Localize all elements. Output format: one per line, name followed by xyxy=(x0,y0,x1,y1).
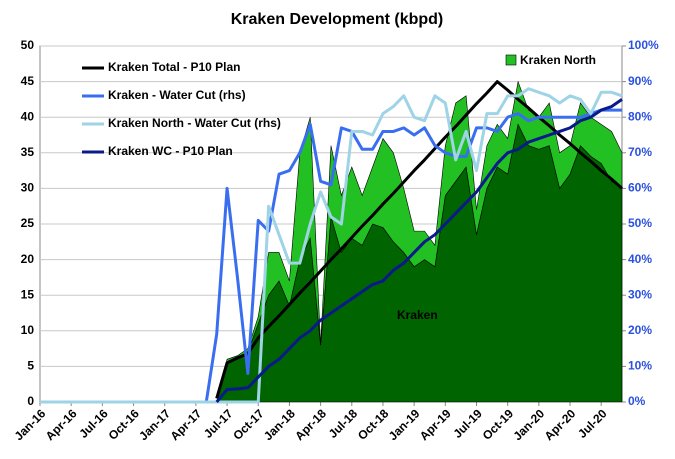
y2-tick-label: 30% xyxy=(628,287,652,301)
x-tick-label: Jan-18 xyxy=(261,406,298,443)
x-tick-label: Apr-19 xyxy=(417,406,454,443)
x-tick-label: Jul-18 xyxy=(326,406,361,441)
y2-tick-label: 60% xyxy=(628,181,652,195)
x-tick-label: Jul-17 xyxy=(201,406,236,441)
y2-tick-label: 0% xyxy=(628,394,646,408)
y-tick-label: 30 xyxy=(21,181,35,195)
x-tick-label: Jul-20 xyxy=(575,406,610,441)
y2-tick-label: 10% xyxy=(628,359,652,373)
x-tick-label: Oct-18 xyxy=(355,406,392,443)
legend-label: Kraken - Water Cut (rhs) xyxy=(108,88,246,102)
chart-title: Kraken Development (kbpd) xyxy=(231,11,443,28)
y-tick-label: 10 xyxy=(21,323,35,337)
legend-label: Kraken WC - P10 Plan xyxy=(108,144,233,158)
y-tick-label: 15 xyxy=(21,287,35,301)
x-tick-label: Oct-16 xyxy=(106,406,143,443)
y-tick-label: 50 xyxy=(21,38,35,52)
legend-label: Kraken North - Water Cut (rhs) xyxy=(108,116,281,130)
x-tick-label: Apr-18 xyxy=(292,406,329,443)
y-tick-label: 5 xyxy=(27,359,34,373)
y2-tick-label: 20% xyxy=(628,323,652,337)
line xyxy=(215,80,623,399)
y-tick-label: 25 xyxy=(21,216,35,230)
legend-label: Kraken North xyxy=(520,53,596,67)
x-tick-label: Jan-19 xyxy=(386,406,423,443)
series-annotation: Kraken xyxy=(397,308,438,322)
y2-tick-label: 90% xyxy=(628,74,652,88)
line xyxy=(215,98,623,403)
x-tick-label: Jan-16 xyxy=(12,406,49,443)
y2-tick-label: 70% xyxy=(628,145,652,159)
x-tick-label: Apr-16 xyxy=(43,406,80,443)
x-tick-label: Jan-17 xyxy=(136,406,173,443)
x-tick-label: Apr-17 xyxy=(167,406,204,443)
x-tick-label: Jan-20 xyxy=(510,406,547,443)
x-tick-label: Apr-20 xyxy=(542,406,579,443)
line xyxy=(40,87,623,404)
y2-tick-label: 80% xyxy=(628,109,652,123)
legend-label: Kraken Total - P10 Plan xyxy=(108,60,241,74)
y2-tick-label: 50% xyxy=(628,216,652,230)
legend-swatch xyxy=(505,54,517,66)
y-tick-label: 35 xyxy=(21,145,35,159)
y2-tick-label: 100% xyxy=(628,38,659,52)
y-tick-label: 0 xyxy=(27,394,34,408)
y-tick-label: 45 xyxy=(21,74,35,88)
x-tick-label: Jul-19 xyxy=(450,406,485,441)
x-tick-label: Oct-17 xyxy=(230,406,267,443)
y-tick-label: 40 xyxy=(21,109,35,123)
x-tick-label: Oct-19 xyxy=(480,406,517,443)
x-tick-label: Jul-16 xyxy=(76,406,111,441)
y2-tick-label: 40% xyxy=(628,252,652,266)
y-tick-label: 20 xyxy=(21,252,35,266)
